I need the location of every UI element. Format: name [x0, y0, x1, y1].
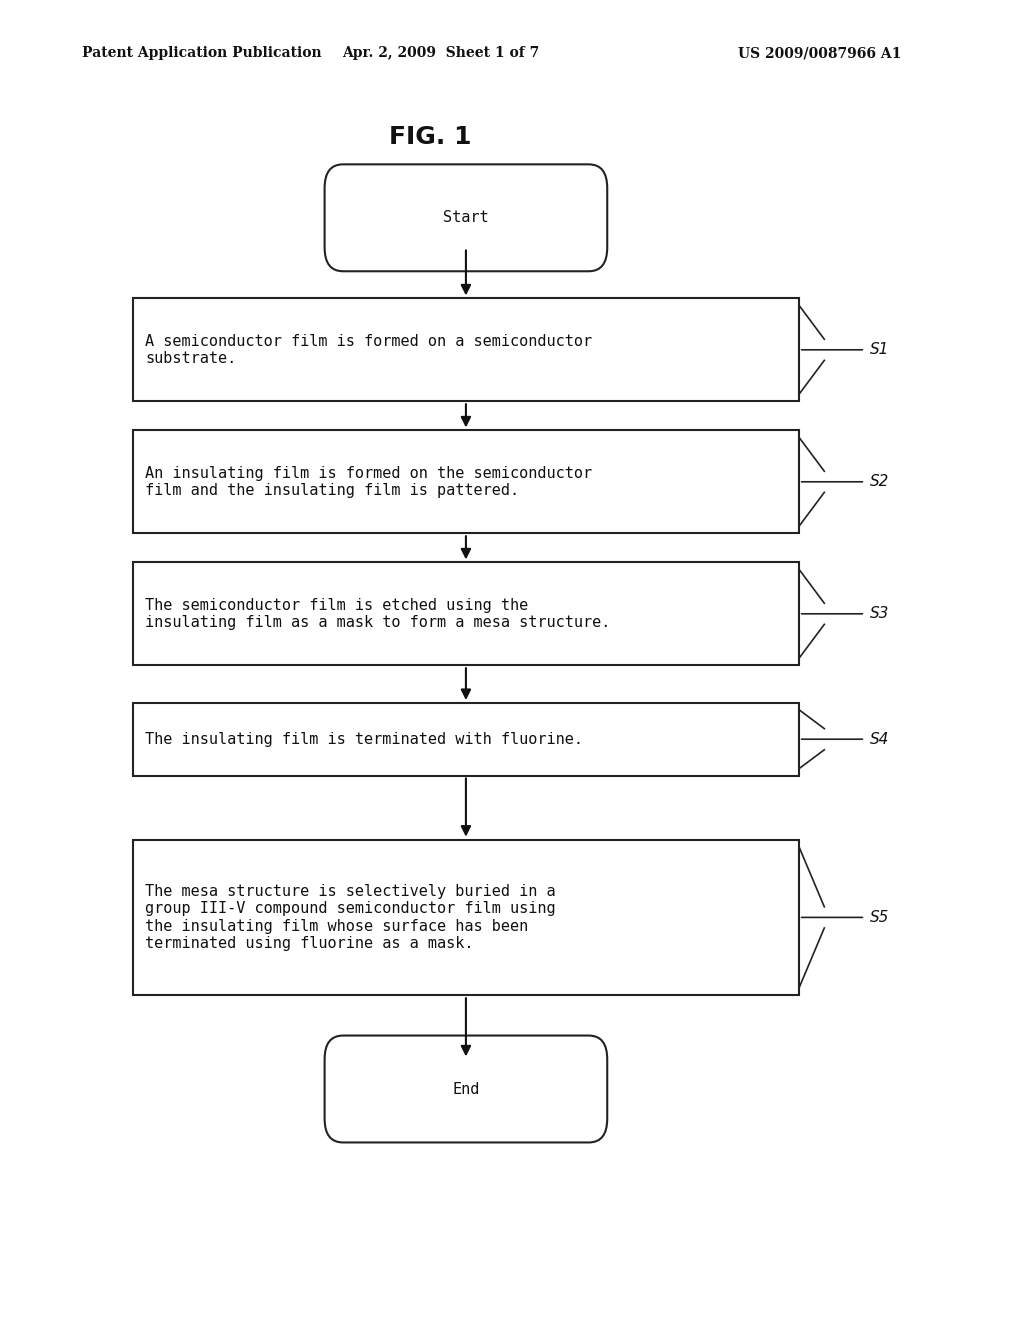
Text: The mesa structure is selectively buried in a
group III-V compound semiconductor: The mesa structure is selectively buried…	[145, 884, 556, 950]
Text: S5: S5	[870, 909, 890, 925]
Text: S1: S1	[870, 342, 890, 358]
Text: S2: S2	[870, 474, 890, 490]
FancyBboxPatch shape	[325, 1035, 607, 1142]
Text: FIG. 1: FIG. 1	[389, 125, 471, 149]
Text: An insulating film is formed on the semiconductor
film and the insulating film i: An insulating film is formed on the semi…	[145, 466, 593, 498]
Text: Apr. 2, 2009  Sheet 1 of 7: Apr. 2, 2009 Sheet 1 of 7	[342, 46, 539, 61]
Text: S4: S4	[870, 731, 890, 747]
Text: Patent Application Publication: Patent Application Publication	[82, 46, 322, 61]
Text: US 2009/0087966 A1: US 2009/0087966 A1	[737, 46, 901, 61]
Text: The insulating film is terminated with fluorine.: The insulating film is terminated with f…	[145, 731, 584, 747]
FancyBboxPatch shape	[133, 704, 799, 776]
Text: S3: S3	[870, 606, 890, 622]
FancyBboxPatch shape	[133, 840, 799, 995]
FancyBboxPatch shape	[133, 430, 799, 533]
Text: A semiconductor film is formed on a semiconductor
substrate.: A semiconductor film is formed on a semi…	[145, 334, 593, 366]
FancyBboxPatch shape	[325, 165, 607, 272]
Text: End: End	[453, 1081, 479, 1097]
FancyBboxPatch shape	[133, 562, 799, 665]
Text: The semiconductor film is etched using the
insulating film as a mask to form a m: The semiconductor film is etched using t…	[145, 598, 610, 630]
Text: Start: Start	[443, 210, 488, 226]
FancyBboxPatch shape	[133, 298, 799, 401]
